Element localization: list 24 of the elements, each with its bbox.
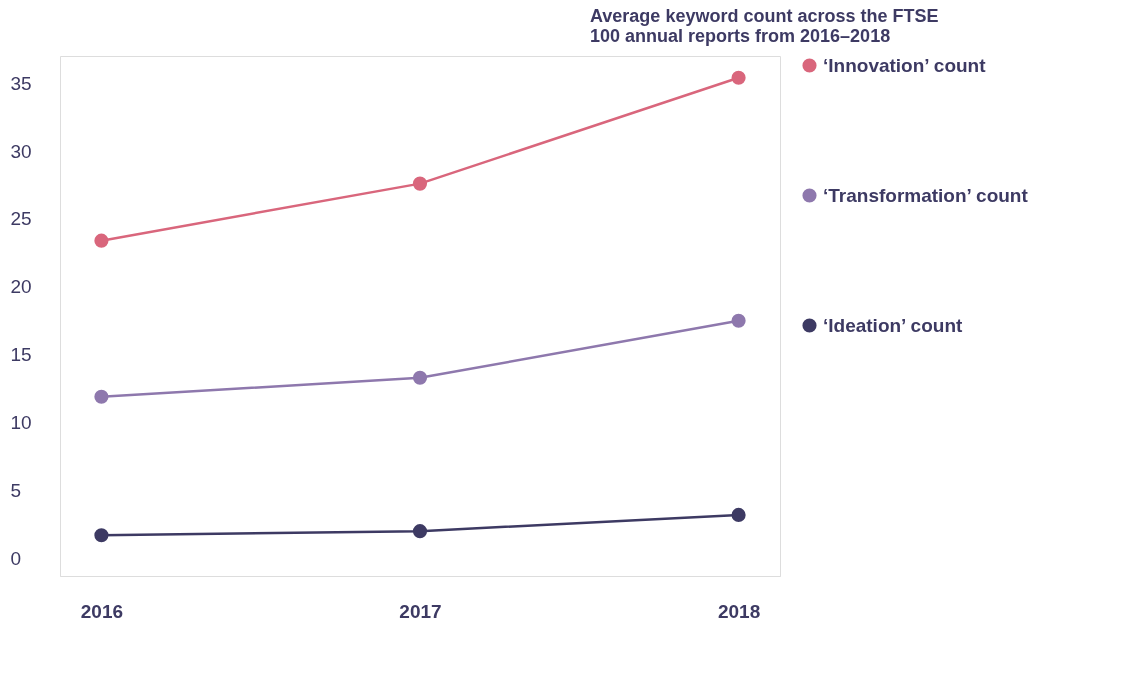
legend-label: ‘Ideation’ count xyxy=(823,314,964,336)
point xyxy=(731,70,746,85)
y-tick-label: 15 xyxy=(10,344,32,366)
point xyxy=(412,524,428,539)
point xyxy=(731,313,746,328)
y-tick-label: 35 xyxy=(10,72,32,94)
y-tick-label: 10 xyxy=(10,412,32,434)
y-tick-label: 25 xyxy=(10,208,32,230)
x-tick-label: 2017 xyxy=(399,600,442,622)
y-tick-label: 0 xyxy=(10,547,22,569)
y-tick-label: 5 xyxy=(10,479,22,501)
point xyxy=(412,176,428,191)
y-tick-label: 20 xyxy=(10,276,32,298)
point xyxy=(731,507,746,522)
point xyxy=(94,528,109,543)
legend-label: ‘Innovation’ count xyxy=(823,54,987,76)
y-tick-label: 30 xyxy=(10,140,32,162)
point xyxy=(94,233,109,248)
point xyxy=(412,370,428,385)
x-tick-label: 2018 xyxy=(717,600,761,622)
chart-title: Average keyword count across the FTSE 100 annual reports from 2016–2018 xyxy=(590,6,939,46)
x-tick-label: 2016 xyxy=(80,600,124,622)
legend-label: ‘Transformation’ count xyxy=(823,184,1029,206)
point xyxy=(94,389,109,404)
